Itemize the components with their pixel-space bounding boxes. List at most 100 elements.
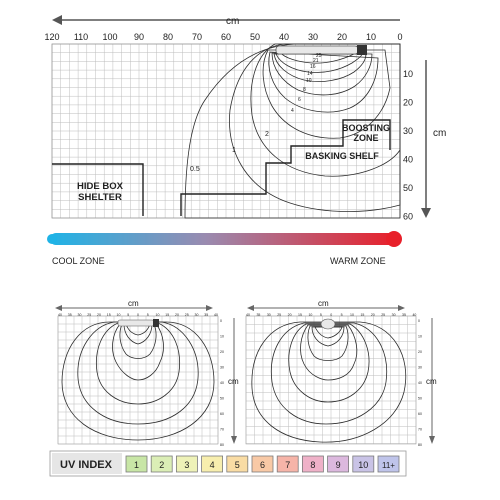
small-x-tick-label: 20 xyxy=(97,313,101,317)
contour-value-label: 4 xyxy=(291,108,294,114)
small-y-tick-label: 30 xyxy=(220,366,224,370)
small-y-tick-label: 60 xyxy=(418,412,422,416)
uv-level-swatch xyxy=(377,455,400,473)
basking-shelf-label: BASKING SHELF xyxy=(305,151,379,161)
basking-shelf-outline xyxy=(180,119,391,216)
uv-zone-1 xyxy=(229,43,401,212)
small-x-tick-label: 40 xyxy=(246,313,250,317)
uv-level-swatch xyxy=(201,455,224,473)
uv-zone-25 xyxy=(279,51,355,64)
small-x-tick-label: 20 xyxy=(371,313,375,317)
uv-level-label: 3 xyxy=(184,460,189,470)
boosting-zone-label-2: ZONE xyxy=(353,133,378,143)
main-x-tick-label: 110 xyxy=(74,32,88,42)
uv-zone-16 xyxy=(275,53,363,73)
main-x-ticks: 120 110 100 90 80 70 60 50 40 30 20 10 0 xyxy=(44,32,402,42)
main-side-unit: cm xyxy=(433,128,446,139)
uv-level-label: 2 xyxy=(159,460,164,470)
small-y-tick-label: 70 xyxy=(418,428,422,432)
small-diagram-left: cm 40 35 30 25 20 15 10 5 0 5 10 15 20 25 30 35 40 01020… xyxy=(55,299,239,447)
uv-index-legend: UV INDEX 1 2 3 4 5 6 7 8 9 10 11+ xyxy=(49,450,407,477)
uv-zone-0.5 xyxy=(184,43,401,219)
main-x-tick-label: 60 xyxy=(221,32,231,42)
gradient-warm-end xyxy=(386,231,402,247)
small-x-tick-label: 30 xyxy=(78,313,82,317)
small-x-tick-label: 30 xyxy=(392,313,396,317)
uv-level-swatch xyxy=(352,455,375,473)
uv-level-swatch xyxy=(150,455,173,473)
gradient-cool-end xyxy=(47,234,57,244)
small-y-tick-label: 50 xyxy=(418,397,422,401)
small-y-tick-label: 40 xyxy=(418,381,422,385)
uv-zone-8 xyxy=(271,52,373,96)
small-x-tick-label: 5 xyxy=(341,313,343,317)
contour-value-label: 0.5 xyxy=(190,166,200,173)
contour-value-label: 21 xyxy=(313,58,319,64)
main-x-tick-label: 50 xyxy=(250,32,260,42)
main-y-tick-label: 30 xyxy=(403,126,413,136)
hide-box-label-1: HIDE BOX xyxy=(77,181,124,192)
cool-zone-label: COOL ZONE xyxy=(52,256,105,266)
contour-value-label: 25 xyxy=(316,53,322,59)
small-y-tick-label: 70 xyxy=(220,428,224,432)
main-x-tick-label: 80 xyxy=(163,32,173,42)
main-x-tick-label: 100 xyxy=(102,32,117,42)
small-x-tick-label: 5 xyxy=(147,313,149,317)
uv-level-label: 1 xyxy=(134,460,139,470)
small-x-tick-label: 0 xyxy=(330,313,332,317)
small-x-tick-label: 35 xyxy=(256,313,260,317)
main-y-tick-label: 60 xyxy=(403,212,413,222)
small-x-tick-label: 5 xyxy=(320,313,322,317)
main-x-tick-label: 10 xyxy=(366,32,376,42)
small-x-tick-label: 5 xyxy=(127,313,129,317)
small-x-tick-label: 25 xyxy=(381,313,385,317)
main-x-tick-label: 120 xyxy=(44,32,59,42)
small-x-tick-label: 10 xyxy=(350,313,354,317)
small-y-tick-label: 80 xyxy=(220,443,224,447)
uv-level-swatch xyxy=(226,455,249,473)
boosting-zone-label-1: BOOSTING xyxy=(342,123,390,133)
temperature-gradient: COOL ZONE WARM ZONE xyxy=(47,231,402,266)
contour-value-label: 16 xyxy=(310,64,316,70)
main-y-tick-label: 10 xyxy=(403,69,413,79)
small-x-tick-label: 25 xyxy=(87,313,91,317)
small-x-tick-label: 25 xyxy=(185,313,189,317)
main-y-ticks: 10 20 30 40 50 60 xyxy=(403,69,413,222)
uv-level-label: 8 xyxy=(310,460,315,470)
warm-zone-label: WARM ZONE xyxy=(330,256,386,266)
main-x-tick-label: 0 xyxy=(397,32,402,42)
uv-level-swatch xyxy=(301,455,324,473)
uv-index-title: UV INDEX xyxy=(60,459,113,471)
small-x-tick-label: 35 xyxy=(204,313,208,317)
small-y-tick-label: 30 xyxy=(418,366,422,370)
uv-zone-2 xyxy=(250,43,401,177)
main-x-tick-label: 40 xyxy=(279,32,289,42)
uv-level-label: 11+ xyxy=(382,461,395,470)
uv-zone-6 xyxy=(268,51,379,113)
main-x-tick-label: 20 xyxy=(337,32,347,42)
small-x-tick-label: 35 xyxy=(68,313,72,317)
small-right-side-unit: cm xyxy=(426,377,437,386)
small-x-tick-label: 35 xyxy=(402,313,406,317)
uv-level-swatch xyxy=(276,455,299,473)
small-x-tick-label: 15 xyxy=(165,313,169,317)
main-y-tick-label: 50 xyxy=(403,183,413,193)
small-y-tick-label: 20 xyxy=(220,350,224,354)
small-x-tick-label: 40 xyxy=(214,313,218,317)
main-x-tick-label: 90 xyxy=(134,32,144,42)
small-y-tick-label: 10 xyxy=(220,335,224,339)
small-x-tick-label: 25 xyxy=(277,313,281,317)
small-y-tick-label: 80 xyxy=(418,443,422,447)
contour-value-label: 10 xyxy=(306,78,312,84)
small-diagram-right: cm 40 35 30 25 20 15 10 5 0 5 10 15 20 25 30 35 40 01020… xyxy=(245,299,437,447)
small-y-tick-label: 50 xyxy=(220,397,224,401)
uv-level-label: 9 xyxy=(336,460,341,470)
uv-level-label: 10 xyxy=(358,460,368,470)
small-y-tick-label: 0 xyxy=(220,319,222,323)
main-diagram: cm HIDE BOX SHELTER BOOSTING ZONE BASKIN… xyxy=(44,15,446,222)
small-x-tick-label: 40 xyxy=(412,313,416,317)
main-grid xyxy=(51,43,401,219)
main-x-tick-label: 30 xyxy=(308,32,318,42)
hide-box-label-2: SHELTER xyxy=(78,192,122,203)
small-x-tick-label: 20 xyxy=(175,313,179,317)
